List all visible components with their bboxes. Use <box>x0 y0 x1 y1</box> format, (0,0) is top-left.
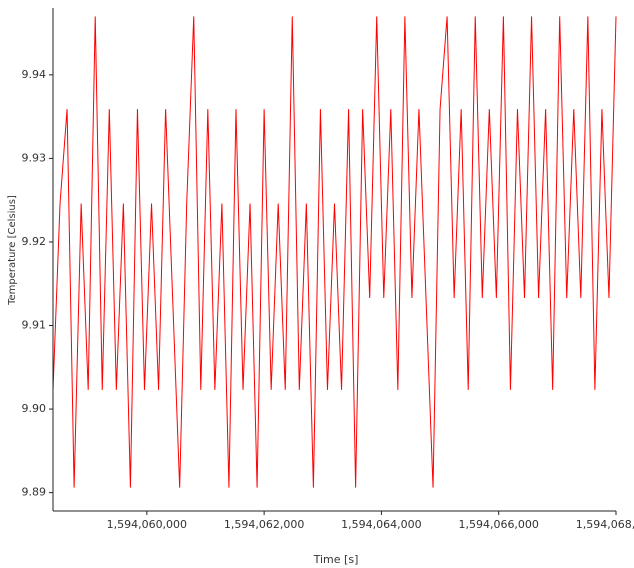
x-tick-label: 1,594,068,000 <box>576 518 634 531</box>
y-tick-label: 9.92 <box>22 235 47 248</box>
x-tick-label: 1,594,066,000 <box>458 518 538 531</box>
y-tick-label: 9.91 <box>22 319 47 332</box>
plot-area <box>52 16 617 488</box>
data-line <box>52 16 617 488</box>
x-axis-label: Time [s] <box>313 553 359 566</box>
x-tick-label: 1,594,064,000 <box>341 518 421 531</box>
x-tick-label: 1,594,062,000 <box>224 518 304 531</box>
y-axis-label: Temperature [Celsius] <box>7 195 18 306</box>
y-tick-label: 9.93 <box>22 151 47 164</box>
y-tick-label: 9.90 <box>22 402 47 415</box>
y-tick-label: 9.94 <box>22 68 47 81</box>
y-tick-label: 9.89 <box>22 486 47 499</box>
x-tick-label: 1,594,060,000 <box>107 518 187 531</box>
